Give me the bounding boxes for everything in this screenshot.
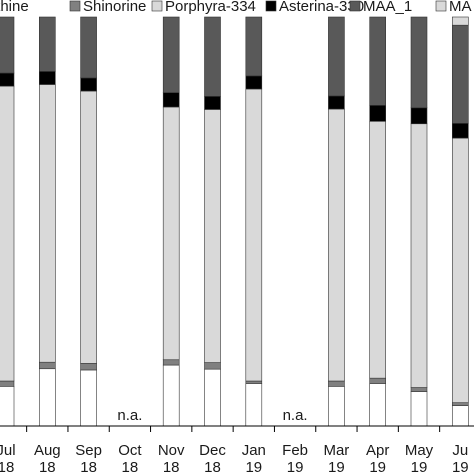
x-tick-label-year: 19 xyxy=(452,459,469,474)
x-tick-label-year: 19 xyxy=(287,459,304,474)
legend-label-asterina-330: Asterina-330 xyxy=(279,0,364,15)
bar-segment-maa-1-may xyxy=(410,16,428,109)
bar-segment-maa-1-apr xyxy=(369,16,387,106)
bar-segment-asterina-330-nov xyxy=(162,92,180,108)
x-tick-label-month: May xyxy=(405,442,434,459)
bar-segment-shinorine-mar xyxy=(328,380,345,387)
bar-segment-porphyra-334-may xyxy=(410,123,428,388)
bar-segment-shinorine-jan xyxy=(245,380,263,384)
bar-segment-asterina-330-jul xyxy=(0,72,15,87)
bar-segment-asterina-330-apr xyxy=(369,105,387,122)
bar-segment-alythine-may xyxy=(410,391,428,427)
bar-segment-maa-1-mar xyxy=(328,16,345,97)
x-tick-label-year: 18 xyxy=(204,459,221,474)
bar-segment-maa-1-jan xyxy=(245,16,263,77)
bar-segment-porphyra-334-mar xyxy=(328,108,345,382)
bar-segment-asterina-330-may xyxy=(410,107,428,125)
legend: alythine Shinorine Porphyra-334 Asterina-33… xyxy=(0,0,472,15)
bar-segment-alythine-ju xyxy=(451,405,469,427)
x-tick-label-month: Sep xyxy=(75,442,102,459)
bars-group: n.a. n.a. xyxy=(0,16,469,427)
x-tick-label-month: Nov xyxy=(158,442,185,459)
legend-label-alythine: alythine xyxy=(0,0,29,15)
legend-swatch-ma xyxy=(435,0,447,12)
bar-segment-asterina-330-jan xyxy=(245,75,263,90)
legend-swatch-maa-1 xyxy=(349,0,361,12)
bar-segment-shinorine-apr xyxy=(369,377,387,384)
bar-segment-shinorine-aug xyxy=(38,361,56,370)
x-tick-label-month: Ju xyxy=(452,442,468,459)
bar-segment-alythine-apr xyxy=(369,383,387,427)
legend-swatch-asterina-330 xyxy=(265,0,277,12)
x-tick-label-month: Feb xyxy=(282,442,308,459)
bar-segment-shinorine-nov xyxy=(162,359,180,366)
legend-label-ma: MA xyxy=(449,0,472,15)
bar-segment-asterina-330-ju xyxy=(451,123,469,139)
bar-segment-shinorine-sep xyxy=(80,363,97,371)
missing-data-label: n.a. xyxy=(117,407,142,424)
bar-segment-porphyra-334-jul xyxy=(0,85,15,382)
x-tick-label-month: Jul xyxy=(0,442,16,459)
bar-segment-asterina-330-mar xyxy=(328,95,345,110)
bar-segment-porphyra-334-aug xyxy=(38,84,56,363)
bar-segment-alythine-mar xyxy=(328,386,345,427)
x-tick-label-year: 19 xyxy=(328,459,345,474)
bar-segment-porphyra-334-jan xyxy=(245,88,263,382)
bar-segment-porphyra-334-ju xyxy=(451,137,469,403)
bar-segment-maa-1-dec xyxy=(204,16,221,97)
bar-segment-alythine-aug xyxy=(38,368,56,427)
bar-segment-alythine-jan xyxy=(245,383,263,427)
bar-segment-asterina-330-aug xyxy=(38,71,56,85)
bar-segment-shinorine-jul xyxy=(0,380,15,387)
legend-label-porphyra-334: Porphyra-334 xyxy=(165,0,256,15)
bar-segment-maa-1-aug xyxy=(38,16,56,72)
legend-swatch-shinorine xyxy=(69,0,81,12)
legend-label-maa-1: MAA_1 xyxy=(363,0,412,15)
x-tick-label-month: Oct xyxy=(118,442,142,459)
x-tick-label-year: 18 xyxy=(39,459,56,474)
x-axis-labels: Jul18Aug18Sep18Oct18Nov18Dec18Jan19Feb19… xyxy=(0,442,469,474)
bar-segment-shinorine-ju xyxy=(451,402,469,406)
x-tick-label-month: Jan xyxy=(242,442,266,459)
x-axis-ticks xyxy=(26,426,441,432)
x-tick-label-year: 18 xyxy=(122,459,139,474)
bar-segment-alythine-sep xyxy=(80,369,97,427)
bar-segment-alythine-dec xyxy=(204,368,221,427)
bar-segment-ma-ju xyxy=(451,16,469,26)
x-tick-label-year: 19 xyxy=(369,459,386,474)
legend-swatch-porphyra-334 xyxy=(151,0,163,12)
bar-segment-asterina-330-sep xyxy=(80,77,97,92)
bar-segment-maa-1-nov xyxy=(162,16,180,93)
bar-segment-porphyra-334-apr xyxy=(369,120,387,379)
x-tick-label-month: Dec xyxy=(199,442,226,459)
bar-segment-asterina-330-dec xyxy=(204,96,221,110)
bar-segment-maa-1-jul xyxy=(0,16,15,74)
bar-segment-porphyra-334-dec xyxy=(204,109,221,363)
bar-segment-alythine-jul xyxy=(0,386,15,427)
x-tick-label-year: 18 xyxy=(80,459,97,474)
x-tick-label-month: Aug xyxy=(34,442,61,459)
bar-segment-porphyra-334-sep xyxy=(80,90,97,364)
x-tick-label-year: 19 xyxy=(411,459,428,474)
x-tick-label-month: Mar xyxy=(323,442,349,459)
x-tick-label-year: 18 xyxy=(0,459,14,474)
missing-data-label: n.a. xyxy=(283,407,308,424)
bar-segment-maa-1-ju xyxy=(451,24,469,124)
bar-segment-alythine-nov xyxy=(162,364,180,427)
bar-segment-porphyra-334-nov xyxy=(162,106,180,361)
bar-segment-maa-1-sep xyxy=(80,16,97,79)
legend-label-shinorine: Shinorine xyxy=(83,0,146,15)
bar-segment-shinorine-dec xyxy=(204,362,221,370)
x-tick-label-year: 19 xyxy=(245,459,262,474)
x-tick-label-month: Apr xyxy=(366,442,389,459)
bar-segment-shinorine-may xyxy=(410,387,428,392)
x-tick-label-year: 18 xyxy=(163,459,180,474)
